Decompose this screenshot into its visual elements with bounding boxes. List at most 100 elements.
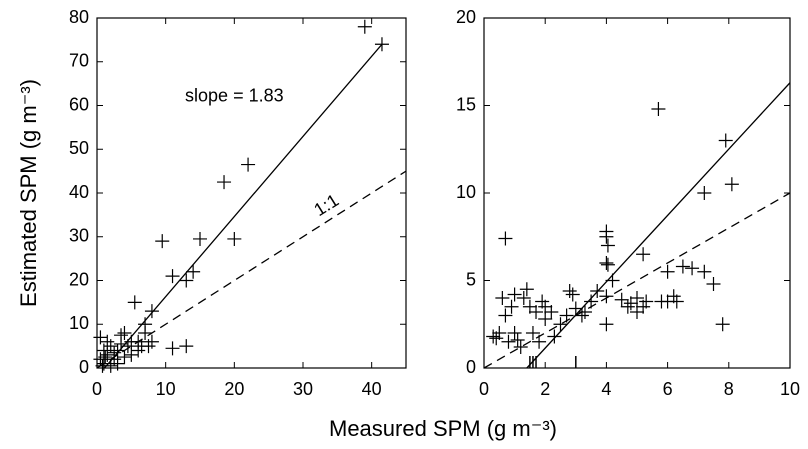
point [675, 259, 690, 274]
point [100, 334, 115, 349]
point [498, 231, 513, 246]
point [110, 356, 125, 371]
point [584, 294, 599, 309]
y-tick-label: 20 [456, 7, 476, 27]
point [110, 343, 125, 358]
point [227, 231, 242, 246]
point [507, 326, 522, 340]
y-tick-label: 0 [466, 357, 476, 377]
y-tick-label: 5 [466, 269, 476, 289]
point [623, 296, 638, 311]
point [186, 264, 201, 279]
y-tick-label: 10 [456, 182, 476, 202]
point [599, 289, 614, 304]
y-tick-label: 40 [69, 182, 89, 202]
point [374, 37, 389, 52]
point [504, 299, 519, 314]
x-tick-label: 6 [663, 379, 673, 399]
point [651, 102, 666, 116]
point [525, 326, 540, 340]
y-tick-label: 80 [69, 7, 89, 27]
point [654, 294, 669, 309]
point [193, 231, 207, 246]
x-tick-label: 10 [780, 379, 800, 399]
point [685, 261, 700, 276]
point [131, 334, 146, 349]
point [498, 308, 513, 323]
point [510, 333, 525, 347]
point [568, 301, 583, 316]
point [155, 234, 170, 249]
point [486, 329, 501, 344]
point [98, 350, 113, 365]
point [605, 273, 620, 288]
point [590, 284, 605, 298]
point [599, 256, 614, 270]
point [559, 308, 574, 323]
point [138, 326, 153, 340]
point [660, 264, 675, 279]
dashed-line [96, 170, 407, 369]
point [666, 289, 681, 304]
y-tick-label: 50 [69, 138, 89, 158]
point [724, 177, 739, 192]
point [535, 294, 550, 309]
point [107, 345, 122, 360]
point [489, 331, 504, 346]
point [144, 334, 159, 349]
point [127, 295, 142, 310]
point [706, 277, 721, 291]
point [165, 269, 180, 284]
point [179, 339, 194, 354]
point [697, 264, 712, 279]
point [600, 238, 615, 253]
point [532, 334, 547, 349]
point [553, 317, 568, 332]
y-tick-label: 30 [69, 226, 89, 246]
point [516, 291, 531, 305]
point [630, 305, 644, 319]
fit-line [104, 43, 383, 369]
point [513, 340, 528, 354]
point [519, 282, 534, 297]
point [600, 257, 615, 272]
x-tick-label: 2 [540, 379, 550, 399]
y-tick-label: 10 [69, 313, 89, 333]
point [636, 247, 651, 262]
x-tick-label: 0 [479, 379, 489, 399]
point [495, 291, 510, 305]
y-axis-label: Estimated SPM (g m⁻³) [16, 79, 41, 307]
point [577, 305, 592, 319]
point [117, 350, 132, 365]
x-tick-label: 4 [601, 379, 611, 399]
point [715, 317, 730, 332]
point [217, 175, 232, 190]
dashed-line [483, 192, 791, 369]
point [241, 157, 256, 172]
point [562, 284, 577, 298]
x-tick-label: 20 [224, 379, 244, 399]
point [538, 312, 553, 326]
point [697, 186, 712, 200]
x-tick-label: 10 [156, 379, 176, 399]
point [507, 287, 522, 302]
fit-line [526, 82, 791, 369]
x-tick-label: 40 [362, 379, 382, 399]
point [574, 308, 589, 323]
point [639, 294, 654, 309]
y-tick-label: 70 [69, 51, 89, 71]
point [547, 329, 562, 344]
point [522, 299, 537, 314]
x-axis-label: Measured SPM (g m⁻³) [329, 416, 557, 441]
y-tick-label: 0 [79, 357, 89, 377]
y-tick-label: 60 [69, 94, 89, 114]
point [117, 326, 132, 340]
point [620, 299, 635, 314]
point [114, 336, 129, 351]
point [599, 229, 614, 244]
point [718, 133, 733, 148]
annotation: 1:1 [310, 190, 342, 220]
point [357, 19, 372, 34]
point [565, 287, 580, 302]
